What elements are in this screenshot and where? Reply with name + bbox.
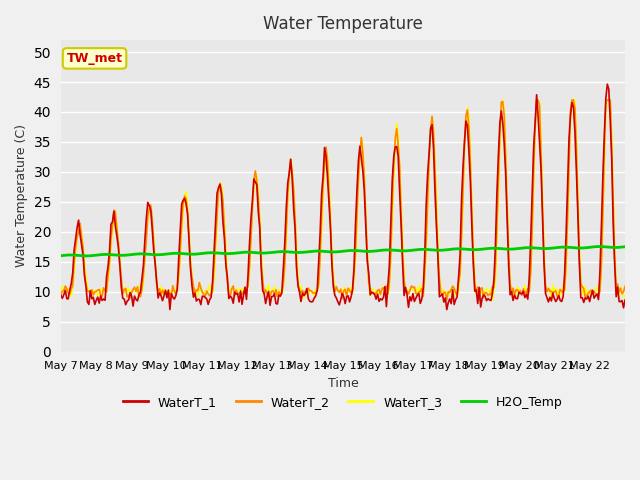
- Line: WaterT_3: WaterT_3: [61, 100, 625, 300]
- WaterT_2: [532, 97, 540, 103]
- WaterT_3: [499, 97, 507, 103]
- Line: WaterT_2: WaterT_2: [61, 100, 625, 300]
- H2O_Temp: [95, 252, 103, 258]
- WaterT_2: [620, 289, 627, 295]
- H2O_Temp: [596, 244, 604, 250]
- WaterT_3: [76, 228, 84, 233]
- Title: Water Temperature: Water Temperature: [263, 15, 423, 33]
- WaterT_2: [348, 290, 355, 296]
- WaterT_2: [461, 141, 468, 147]
- Line: WaterT_1: WaterT_1: [61, 84, 625, 310]
- H2O_Temp: [461, 246, 468, 252]
- WaterT_3: [348, 285, 355, 290]
- WaterT_3: [620, 292, 627, 298]
- Legend: WaterT_1, WaterT_2, WaterT_3, H2O_Temp: WaterT_1, WaterT_2, WaterT_3, H2O_Temp: [118, 391, 568, 414]
- WaterT_2: [57, 291, 65, 297]
- WaterT_1: [620, 305, 627, 311]
- WaterT_2: [443, 297, 451, 302]
- H2O_Temp: [82, 253, 90, 259]
- H2O_Temp: [57, 253, 65, 259]
- WaterT_3: [459, 199, 467, 205]
- WaterT_1: [461, 139, 468, 145]
- WaterT_3: [547, 298, 555, 303]
- H2O_Temp: [620, 244, 627, 250]
- Line: H2O_Temp: H2O_Temp: [61, 247, 625, 256]
- H2O_Temp: [621, 244, 629, 250]
- WaterT_1: [349, 287, 356, 293]
- WaterT_1: [57, 292, 65, 298]
- WaterT_1: [545, 299, 552, 305]
- Text: TW_met: TW_met: [67, 52, 122, 65]
- WaterT_1: [76, 231, 84, 237]
- WaterT_3: [57, 291, 65, 297]
- H2O_Temp: [349, 248, 356, 253]
- WaterT_2: [621, 284, 629, 289]
- WaterT_2: [546, 288, 554, 294]
- WaterT_1: [166, 307, 173, 312]
- WaterT_1: [621, 297, 629, 303]
- WaterT_3: [94, 293, 102, 299]
- WaterT_3: [621, 295, 629, 301]
- WaterT_2: [94, 287, 102, 293]
- H2O_Temp: [76, 252, 84, 258]
- WaterT_1: [94, 294, 102, 300]
- WaterT_3: [545, 288, 552, 293]
- H2O_Temp: [545, 246, 552, 252]
- WaterT_1: [604, 81, 611, 87]
- Y-axis label: Water Temperature (C): Water Temperature (C): [15, 124, 28, 267]
- WaterT_2: [76, 220, 84, 226]
- X-axis label: Time: Time: [328, 377, 358, 390]
